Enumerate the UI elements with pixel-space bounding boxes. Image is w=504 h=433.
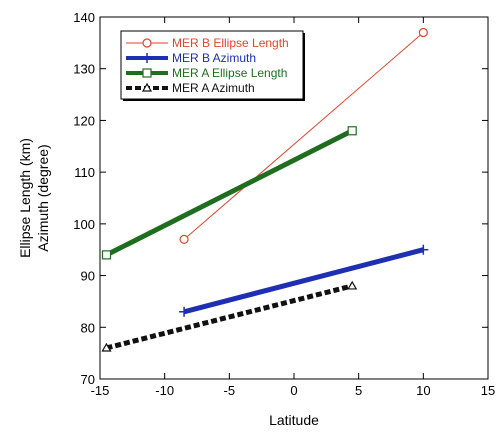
y-tick-label: 70: [81, 372, 95, 387]
x-tick-label: -15: [91, 383, 110, 398]
series-line-mer-b-ellipse-length: [183, 32, 424, 240]
series-line-mer-a-azimuth: [105, 283, 353, 351]
y-tick-label: 140: [73, 10, 95, 25]
series-mer-b-ellipse-length: [179, 27, 428, 244]
legend-item-mer-a-ellipse-length: MER A Ellipse Length: [126, 66, 287, 80]
x-tick-label: 0: [290, 383, 297, 398]
legend-marker-mer-a-azimuth: [141, 82, 153, 92]
series-layer: [101, 27, 429, 352]
series-line-mer-a-ellipse-length: [105, 128, 354, 258]
legend-label-mer-b-ellipse-length: MER B Ellipse Length: [172, 36, 289, 50]
y-axis-title-line-1: Ellipse Length (km): [17, 138, 33, 258]
axis-ticks: -15 -10 -5 0 5 10 15 70 80 90 100 110 120 130 140: [73, 10, 495, 398]
x-tick-label: -10: [155, 383, 174, 398]
series-line-mer-b-azimuth: [183, 247, 424, 315]
x-tick-label: -5: [224, 383, 236, 398]
legend-marker-mer-a-ellipse-length: [142, 68, 152, 78]
data-point-mer-a-azimuth: [101, 342, 112, 352]
legend-item-mer-a-azimuth: MER A Azimuth: [126, 81, 255, 95]
legend-marker-mer-b-azimuth: [142, 53, 152, 63]
data-point-mer-b-azimuth: [179, 306, 190, 317]
series-mer-b-azimuth: [179, 244, 429, 317]
data-point-mer-a-azimuth: [347, 280, 358, 290]
series-mer-a-ellipse-length: [101, 126, 357, 260]
y-axis-title-line-2: Azimuth (degree): [35, 144, 51, 251]
legend-item-mer-b-azimuth: MER B Azimuth: [126, 51, 256, 65]
series-mer-a-azimuth: [101, 280, 358, 352]
y-tick-label: 80: [81, 320, 95, 335]
legend-marker-mer-b-ellipse-length: [142, 38, 152, 48]
y-tick-label: 110: [74, 165, 95, 180]
x-tick-label: 10: [416, 383, 430, 398]
y-tick-label: 120: [73, 113, 95, 128]
data-point-mer-b-azimuth: [418, 244, 429, 255]
data-point-mer-b-ellipse-length: [418, 27, 428, 38]
data-point-mer-a-ellipse-length: [347, 126, 357, 136]
legend-label-mer-a-ellipse-length: MER A Ellipse Length: [172, 66, 287, 80]
legend-label-mer-b-azimuth: MER B Azimuth: [172, 51, 256, 65]
legend-label-mer-a-azimuth: MER A Azimuth: [172, 81, 255, 95]
y-tick-label: 90: [81, 269, 95, 284]
data-point-mer-b-ellipse-length: [179, 234, 189, 244]
y-tick-label: 100: [73, 217, 95, 232]
y-tick-label: 130: [73, 62, 95, 77]
data-point-mer-a-ellipse-length: [101, 250, 112, 260]
x-axis-title: Latitude: [269, 412, 319, 428]
x-tick-label: 5: [355, 383, 362, 398]
legend-item-mer-b-ellipse-length: MER B Ellipse Length: [126, 36, 289, 50]
x-tick-label: 15: [481, 383, 495, 398]
